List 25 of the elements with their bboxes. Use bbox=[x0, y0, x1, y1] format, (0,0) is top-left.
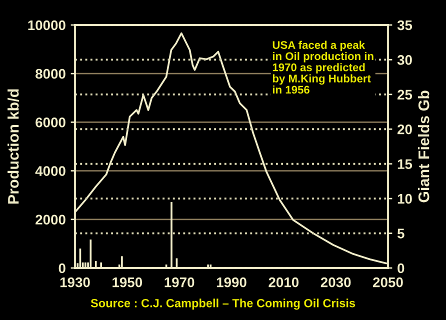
y-tick-label: 2000 bbox=[36, 214, 66, 225]
x-tick-label: 1990 bbox=[216, 277, 246, 288]
y2-tick-label: 0 bbox=[398, 263, 404, 274]
y-tick-label: 10000 bbox=[28, 20, 66, 30]
y-tick-label: 8000 bbox=[36, 68, 66, 79]
x-tick-label: 1970 bbox=[164, 277, 194, 288]
x-tick-label: 2030 bbox=[320, 277, 351, 288]
x-tick-label: 1930 bbox=[60, 277, 90, 288]
y2-tick-label: 20 bbox=[398, 124, 412, 134]
x-tick-label: 1950 bbox=[112, 277, 142, 288]
y-tick-label: 6000 bbox=[36, 118, 66, 128]
y2-tick-label: 5 bbox=[397, 228, 404, 238]
y-tick-label: 4000 bbox=[35, 166, 66, 176]
y2-tick-label: 35 bbox=[397, 20, 412, 30]
y2-tick-label: 10 bbox=[398, 194, 412, 204]
y2-tick-label: 15 bbox=[398, 159, 412, 170]
y2-axis-title: Giant Fields Gb bbox=[418, 90, 430, 202]
source-note: Source : C.J. Campbell – The Coming Oil Crisis bbox=[90, 298, 356, 310]
y-tick-label: 0 bbox=[58, 263, 66, 274]
y2-tick-label: 30 bbox=[397, 55, 412, 65]
x-tick-label: 2050 bbox=[373, 277, 403, 288]
y2-tick-label: 25 bbox=[398, 90, 412, 100]
y-axis-title: Production kb/d bbox=[8, 89, 19, 204]
x-tick-label: 2010 bbox=[268, 277, 299, 288]
annotation: USA faced a peak in Oil production in 1970 as predicted by M.King Hubbert in 1956 bbox=[272, 40, 374, 94]
